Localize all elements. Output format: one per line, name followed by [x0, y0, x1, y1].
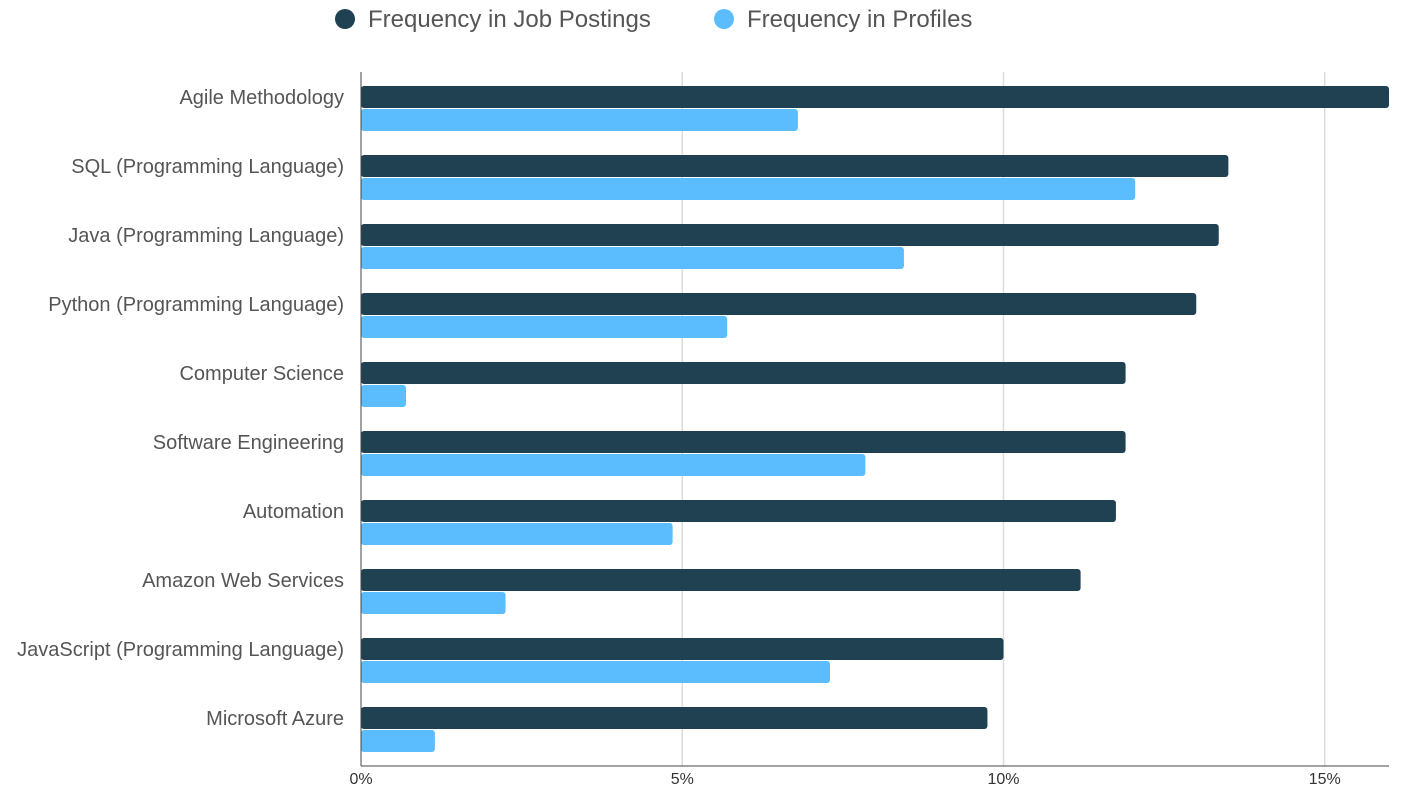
category-label: Software Engineering: [153, 432, 344, 454]
bar-profiles: [361, 730, 435, 752]
bar-profiles: [361, 661, 831, 683]
x-tick-label: 10%: [987, 771, 1019, 788]
legend-marker-profiles: [714, 9, 734, 29]
category-label: SQL (Programming Language): [71, 156, 344, 178]
category-label: Agile Methodology: [179, 87, 344, 109]
legend-label-profiles: Frequency in Profiles: [747, 6, 972, 33]
bar-profiles: [361, 247, 904, 269]
bar-profiles: [361, 178, 1136, 200]
bars: [361, 86, 1389, 752]
category-label: JavaScript (Programming Language): [17, 639, 344, 661]
bar-job-postings: [361, 293, 1197, 315]
category-label: Java (Programming Language): [68, 225, 344, 247]
x-tick-label: 0%: [349, 771, 372, 788]
bar-job-postings: [361, 362, 1126, 384]
legend: Frequency in Job Postings Frequency in P…: [335, 6, 972, 33]
bar-profiles: [361, 592, 506, 614]
bar-job-postings: [361, 224, 1219, 246]
x-tick-label: 5%: [671, 771, 694, 788]
bar-job-postings: [361, 707, 988, 729]
x-axis: 0% 5% 10% 15%: [349, 72, 1389, 788]
bar-job-postings: [361, 638, 1004, 660]
category-label: Computer Science: [179, 363, 344, 385]
x-tick-label: 15%: [1309, 771, 1341, 788]
bar-job-postings: [361, 155, 1229, 177]
bar-job-postings: [361, 431, 1126, 453]
legend-marker-job-postings: [335, 9, 355, 29]
bar-profiles: [361, 316, 728, 338]
bar-job-postings: [361, 86, 1389, 108]
category-label: Automation: [243, 501, 344, 523]
bar-profiles: [361, 385, 406, 407]
bar-profiles: [361, 109, 798, 131]
bar-profiles: [361, 454, 866, 476]
category-labels: Agile Methodology SQL (Programming Langua…: [17, 87, 344, 730]
category-label: Python (Programming Language): [48, 294, 344, 316]
bar-job-postings: [361, 569, 1081, 591]
legend-label-job-postings: Frequency in Job Postings: [368, 6, 651, 33]
category-label: Amazon Web Services: [142, 570, 344, 592]
bar-profiles: [361, 523, 673, 545]
category-label: Microsoft Azure: [206, 708, 344, 730]
bar-job-postings: [361, 500, 1116, 522]
